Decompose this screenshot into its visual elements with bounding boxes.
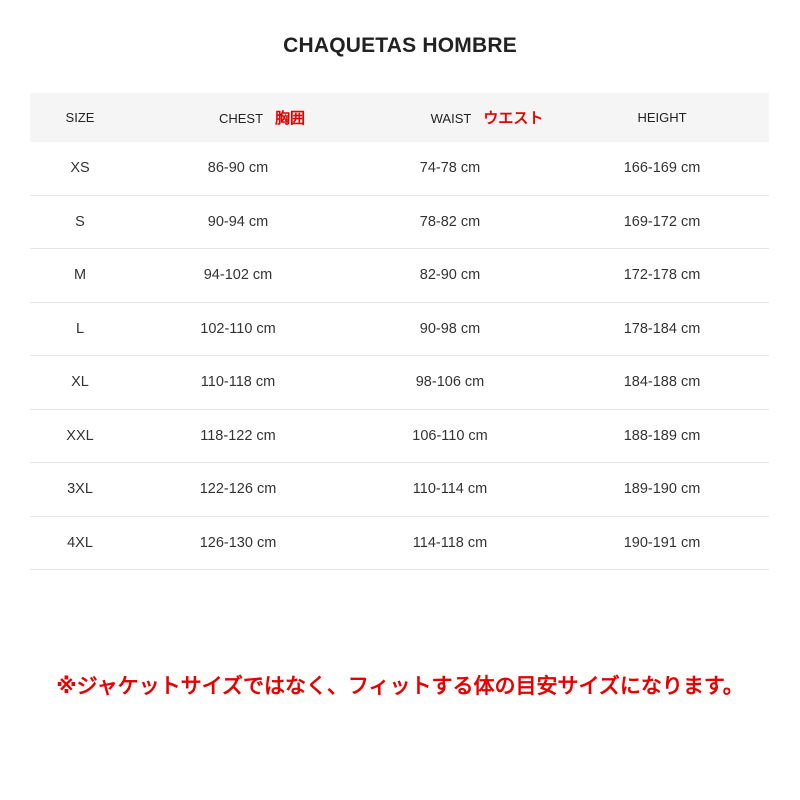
header-waist: WAIST ウエスト (431, 107, 544, 128)
cell-size: XL (71, 374, 89, 391)
size-table: SIZE CHEST 胸囲 WAIST ウエスト HEIGHT XS 86-90 cm… (30, 93, 769, 570)
cell-waist: 98-106 cm (415, 374, 485, 391)
cell-waist: 114-118 cm (412, 534, 488, 551)
cell-chest: 86-90 cm (207, 160, 269, 177)
cell-waist: 110-114 cm (412, 481, 488, 498)
cell-waist: 82-90 cm (419, 267, 481, 284)
cell-chest: 110-118 cm (200, 374, 276, 391)
cell-height: 178-184 cm (623, 320, 701, 337)
cell-chest: 118-122 cm (200, 427, 276, 444)
cell-height: 166-169 cm (623, 160, 701, 177)
cell-waist: 106-110 cm (412, 427, 488, 444)
cell-chest: 126-130 cm (199, 534, 277, 551)
cell-size: XS (70, 160, 90, 177)
cell-chest: 102-110 cm (200, 320, 276, 337)
header-waist-label: WAIST (430, 111, 472, 126)
cell-height: 172-178 cm (623, 267, 701, 284)
cell-height: 190-191 cm (623, 534, 701, 551)
header-height: HEIGHT (637, 110, 687, 125)
table-header: SIZE CHEST 胸囲 WAIST ウエスト HEIGHT (30, 93, 769, 142)
header-size: SIZE (65, 110, 95, 125)
cell-chest: 122-126 cm (199, 481, 277, 498)
cell-waist: 90-98 cm (419, 320, 481, 337)
table-row: M 94-102 cm 82-90 cm 172-178 cm (30, 249, 769, 303)
cell-size: 3XL (67, 481, 93, 498)
header-chest-jp: 胸囲 (275, 110, 306, 127)
table-row: XS 86-90 cm 74-78 cm 166-169 cm (30, 142, 769, 196)
cell-chest: 94-102 cm (203, 267, 273, 284)
cell-height: 169-172 cm (623, 213, 701, 230)
table-row: 4XL 126-130 cm 114-118 cm 190-191 cm (30, 517, 769, 570)
table-row: S 90-94 cm 78-82 cm 169-172 cm (30, 196, 769, 249)
page-title: CHAQUETAS HOMBRE (283, 34, 517, 57)
cell-height: 189-190 cm (623, 481, 701, 498)
table-row: 3XL 122-126 cm 110-114 cm 189-190 cm (30, 463, 769, 517)
cell-size: S (75, 213, 85, 230)
table-row: L 102-110 cm 90-98 cm 178-184 cm (30, 303, 769, 356)
cell-chest: 90-94 cm (207, 213, 269, 230)
fit-note: ※ジャケットサイズではなく、フィットする体の目安サイズになります。 (56, 674, 744, 698)
header-chest-label: CHEST (218, 111, 264, 126)
cell-size: M (73, 267, 87, 284)
cell-height: 188-189 cm (623, 427, 701, 444)
cell-height: 184-188 cm (623, 374, 701, 391)
cell-size: XXL (66, 427, 94, 444)
cell-waist: 78-82 cm (419, 213, 481, 230)
cell-size: L (75, 320, 85, 337)
header-chest: CHEST 胸囲 (219, 107, 305, 128)
cell-waist: 74-78 cm (419, 160, 481, 177)
header-waist-jp: ウエスト (483, 110, 544, 127)
table-row: XXL 118-122 cm 106-110 cm 188-189 cm (30, 410, 769, 463)
table-row: XL 110-118 cm 98-106 cm 184-188 cm (30, 356, 769, 410)
cell-size: 4XL (67, 534, 93, 551)
